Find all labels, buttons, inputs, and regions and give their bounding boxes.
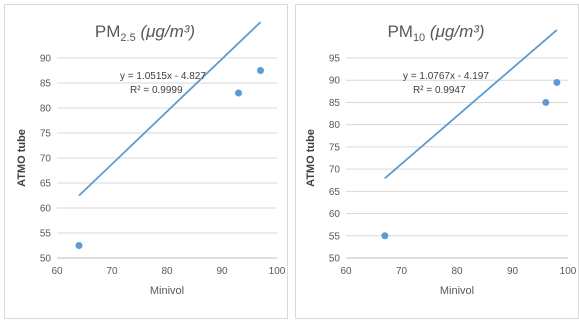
y-tick-label: 50 — [40, 254, 52, 265]
chart-panel-pm10: PM10 (μg/m³) 50 55 60 65 70 75 80 85 90 95 60 70 80 90… — [295, 4, 579, 319]
data-point — [553, 78, 561, 86]
r-squared-label: R² = 0.9999 — [130, 85, 183, 96]
x-tick-label: 100 — [560, 266, 577, 277]
y-tick-label: 95 — [329, 54, 341, 65]
trendline — [384, 29, 558, 179]
x-tick-label: 80 — [451, 266, 463, 277]
y-tick-label: 65 — [329, 187, 341, 198]
data-point — [257, 67, 264, 74]
title-main: PM — [95, 22, 121, 41]
x-tick-label: 70 — [106, 266, 118, 277]
x-tick-label: 60 — [340, 266, 352, 277]
x-tick-label: 80 — [161, 266, 173, 277]
y-tick-label: 50 — [329, 254, 341, 265]
data-point — [235, 89, 242, 97]
y-tick-label: 70 — [329, 165, 341, 176]
y-axis-title: ATMO tube — [16, 129, 28, 187]
y-tick-label: 60 — [329, 209, 341, 220]
y-tick-label: 55 — [40, 229, 52, 240]
pm10-chart-title: PM10 (μg/m³) — [387, 22, 484, 44]
y-tick-label: 60 — [40, 204, 52, 215]
trendline-equation: y = 1.0767x - 4.197 — [403, 71, 489, 82]
y-tick-label: 55 — [329, 231, 341, 242]
trendline-equation: y = 1.0515x - 4.827 — [120, 71, 206, 82]
x-tick-label: 90 — [507, 266, 519, 277]
x-axis-title: Minivol — [150, 285, 184, 297]
title-main: PM — [387, 22, 413, 41]
y-tick-label: 90 — [40, 54, 52, 65]
title-unit: (μg/m³) — [425, 22, 484, 41]
y-tick-label: 85 — [40, 79, 52, 90]
y-axis-title: ATMO tube — [305, 129, 317, 187]
data-point — [381, 232, 389, 240]
x-tick-label: 60 — [51, 266, 63, 277]
data-point — [542, 98, 550, 106]
x-tick-label: 90 — [216, 266, 228, 277]
title-unit: (μg/m³) — [136, 22, 195, 41]
data-point — [75, 242, 83, 249]
title-subscript: 10 — [413, 32, 425, 44]
y-tick-label: 65 — [40, 179, 52, 190]
y-tick-label: 70 — [40, 154, 52, 165]
y-tick-label: 80 — [329, 120, 341, 131]
y-tick-label: 85 — [329, 98, 341, 109]
x-axis-title: Minivol — [440, 285, 474, 297]
pm25-scatter-chart: PM2.5 (μg/m³) 50 55 60 65 70 75 80 85 90 60 70 80 90 1… — [16, 21, 286, 297]
r-squared-label: R² = 0.9947 — [413, 85, 466, 96]
y-tick-label: 90 — [329, 76, 341, 87]
trendline — [78, 21, 262, 197]
x-tick-label: 70 — [396, 266, 408, 277]
pm10-scatter-chart: PM10 (μg/m³) 50 55 60 65 70 75 80 85 90 95 60 70 80 90… — [305, 22, 577, 297]
y-tick-label: 80 — [40, 104, 52, 115]
y-tick-label: 75 — [40, 129, 52, 140]
chart-panel-pm25: PM2.5 (μg/m³) 50 55 60 65 70 75 80 85 90 60 70 80 90 1… — [4, 4, 288, 319]
title-subscript: 2.5 — [120, 32, 135, 44]
pm25-chart-title: PM2.5 (μg/m³) — [95, 22, 195, 44]
x-tick-label: 100 — [269, 266, 286, 277]
y-tick-label: 75 — [329, 142, 341, 153]
